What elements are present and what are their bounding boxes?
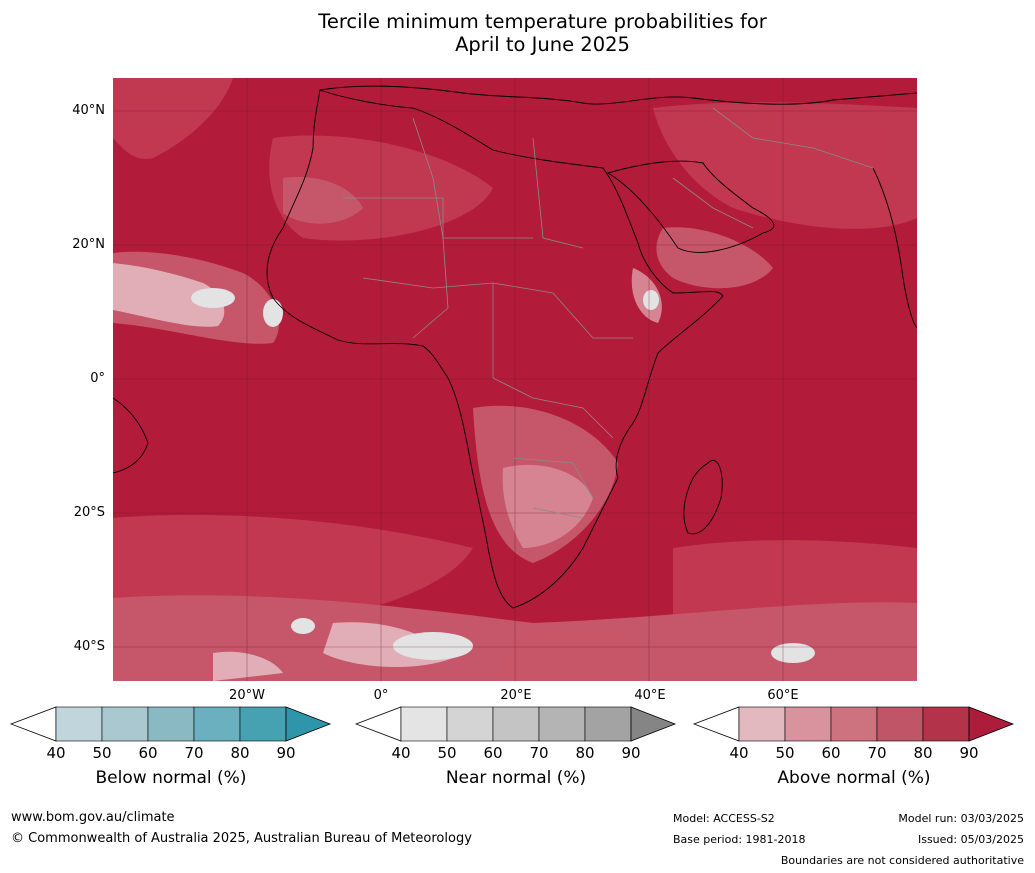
lon-label-40e: 40°E (634, 688, 666, 703)
graticule (113, 78, 917, 681)
europe-coastline (319, 85, 917, 105)
footer-model: Model: ACCESS-S2 (673, 812, 775, 825)
colorbar-below-normal: 40 50 60 70 80 90 Below normal (%) (9, 706, 332, 796)
zone-north-atlantic (113, 78, 233, 159)
near-tick-90: 90 (621, 744, 641, 762)
country-borders (343, 107, 874, 519)
south-america-coastline (113, 397, 149, 474)
lat-label-40n: 40°N (72, 103, 105, 118)
near-normal-patches (191, 288, 815, 663)
footer-website: www.bom.gov.au/climate (11, 810, 175, 825)
below-normal-title: Below normal (%) (95, 768, 247, 788)
near-normal-patch-south-1 (393, 632, 473, 660)
footer-model-run: Model run: 03/03/2025 (898, 812, 1024, 825)
coastlines (113, 85, 917, 609)
above-tick-50: 50 (775, 744, 795, 762)
near-tick-40: 40 (391, 744, 411, 762)
lat-label-40s: 40°S (73, 639, 105, 654)
near-tick-50: 50 (437, 744, 457, 762)
map-canvas (113, 78, 917, 681)
near-tick-80: 80 (575, 744, 595, 762)
colorbar-above-normal: 40 50 60 70 80 90 Above normal (%) (692, 706, 1015, 796)
india-coastline (872, 167, 917, 329)
colorbar-near-normal: 40 50 60 70 80 90 Near normal (%) (354, 706, 677, 796)
title-line-1: Tercile minimum temperature probabilitie… (318, 10, 767, 33)
near-normal-patch-south-2 (771, 643, 815, 663)
lat-label-20s: 20°S (73, 505, 105, 520)
chart-title: Tercile minimum temperature probabilitie… (0, 10, 1035, 56)
colorbar-above-swatches (692, 706, 1015, 742)
above-tick-90: 90 (959, 744, 979, 762)
below-tick-90: 90 (276, 744, 296, 762)
below-tick-70: 70 (184, 744, 204, 762)
lat-label-equator: 0° (90, 371, 105, 386)
above-tick-60: 60 (821, 744, 841, 762)
zone-southern-africa-light (502, 464, 593, 548)
zone-west-africa-light (113, 263, 225, 327)
below-tick-80: 80 (230, 744, 250, 762)
below-tick-60: 60 (138, 744, 158, 762)
title-line-2: April to June 2025 (455, 33, 630, 56)
above-tick-40: 40 (729, 744, 749, 762)
zone-middle-east (653, 102, 917, 229)
lat-label-20n: 20°N (72, 237, 105, 252)
near-normal-title: Near normal (%) (445, 768, 587, 788)
near-normal-patch-horn (643, 290, 659, 310)
lon-label-60e: 60°E (767, 688, 799, 703)
africa-coastline (266, 89, 724, 609)
above-tick-70: 70 (867, 744, 887, 762)
near-tick-70: 70 (529, 744, 549, 762)
zone-arabia (656, 227, 773, 289)
colorbar-near-swatches (354, 706, 677, 742)
lon-label-20w: 20°W (229, 688, 265, 703)
below-tick-50: 50 (92, 744, 112, 762)
near-normal-patch-south-3 (291, 618, 315, 634)
probability-zones (113, 78, 917, 681)
near-normal-patch-coast (263, 299, 283, 327)
probability-map (113, 78, 917, 681)
footer-base-period: Base period: 1981-2018 (673, 833, 806, 846)
above-tick-80: 80 (913, 744, 933, 762)
below-tick-40: 40 (46, 744, 66, 762)
footer-disclaimer: Boundaries are not considered authoritat… (780, 854, 1024, 867)
lon-label-20e: 20°E (500, 688, 532, 703)
footer-issued: Issued: 05/03/2025 (917, 833, 1024, 846)
arabia-coastline (606, 160, 775, 253)
colorbar-below-swatches (9, 706, 332, 742)
near-tick-60: 60 (483, 744, 503, 762)
madagascar-coastline (683, 460, 723, 535)
lon-label-0: 0° (373, 688, 389, 703)
near-normal-patch-atlantic (191, 288, 235, 308)
footer-copyright: © Commonwealth of Australia 2025, Austra… (11, 831, 472, 846)
zone-southern-ocean-light-2 (213, 651, 283, 681)
zone-sahara-light (283, 177, 363, 224)
above-normal-title: Above normal (%) (777, 768, 931, 788)
